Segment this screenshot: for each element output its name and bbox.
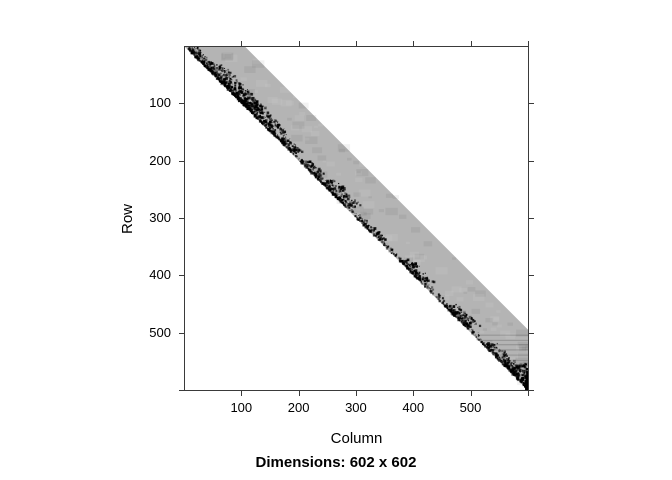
x-axis-label: Column (330, 430, 383, 447)
y-tick (179, 217, 184, 219)
plot-panel (184, 46, 529, 391)
x-top-tick (470, 41, 472, 46)
y-tick-label: 300 (149, 209, 171, 225)
x-tick (298, 391, 300, 396)
x-top-tick (527, 41, 529, 46)
x-top-tick (298, 41, 300, 46)
x-tick (527, 391, 529, 396)
x-tick (413, 391, 415, 396)
y-tick-label: 100 (149, 95, 171, 111)
y-right-tick (529, 389, 534, 391)
y-tick-label: 400 (149, 267, 171, 283)
x-top-tick (355, 41, 357, 46)
x-top-tick (241, 41, 243, 46)
x-tick-label: 500 (459, 400, 482, 415)
y-tick (179, 275, 184, 277)
subtitle-dimensions: Dimensions: 602 x 602 (255, 454, 417, 471)
x-tick-label: 100 (230, 400, 253, 415)
y-tick (179, 160, 184, 162)
x-tick-label: 300 (345, 400, 367, 415)
y-tick-label: 200 (149, 152, 171, 168)
sparse-matrix-image (185, 47, 528, 390)
y-tick (179, 332, 184, 334)
y-right-tick (529, 332, 534, 334)
x-top-tick (413, 41, 415, 46)
matrix-dense-entries (187, 47, 528, 390)
x-tick-label: 200 (287, 400, 310, 415)
y-tick (179, 103, 184, 105)
x-tick (355, 391, 357, 396)
y-tick-label: 500 (149, 324, 171, 340)
x-tick-label: 400 (402, 400, 425, 415)
y-right-tick (529, 160, 534, 162)
y-right-tick (529, 275, 534, 277)
y-tick (179, 389, 184, 391)
y-right-tick (529, 217, 534, 219)
x-tick (470, 391, 472, 396)
y-right-tick (529, 103, 534, 105)
x-tick (241, 391, 243, 396)
